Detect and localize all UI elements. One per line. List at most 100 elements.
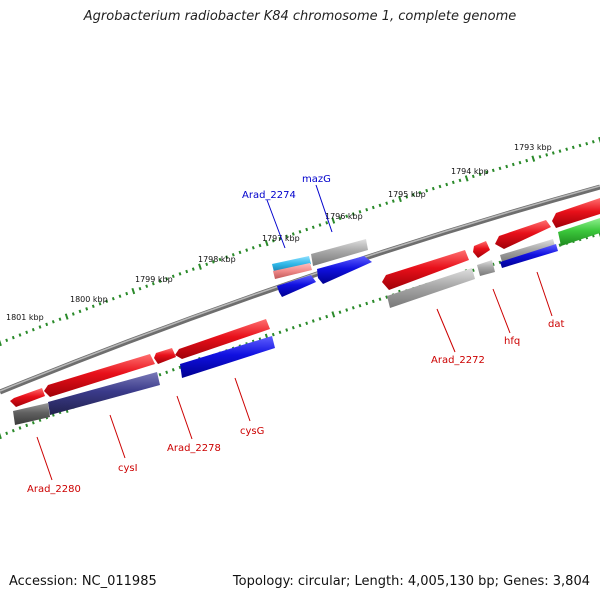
outer-tick-minor bbox=[305, 227, 309, 232]
outer-tick-minor bbox=[185, 269, 189, 274]
gene-arrow[interactable] bbox=[273, 263, 312, 279]
outer-tick-minor bbox=[78, 309, 82, 314]
gene-label-arad2272[interactable]: Arad_2272 bbox=[431, 355, 485, 366]
gene-label-mazG[interactable]: mazG bbox=[302, 174, 331, 185]
outer-tick-minor bbox=[218, 257, 222, 262]
outer-tick-scale bbox=[0, 136, 600, 347]
outer-tick-minor bbox=[91, 304, 95, 309]
inner-tick-minor bbox=[351, 306, 355, 310]
inner-tick-minor bbox=[291, 325, 295, 330]
inner-tick-minor bbox=[18, 426, 22, 430]
inner-tick-minor bbox=[298, 323, 302, 328]
outer-tick-minor bbox=[318, 223, 322, 227]
inner-tick-minor bbox=[345, 308, 349, 312]
outer-tick-minor bbox=[471, 174, 475, 179]
kbp-label-1793: 1793 kbp bbox=[514, 143, 552, 152]
outer-tick-minor bbox=[385, 201, 389, 205]
outer-tick-minor bbox=[478, 172, 482, 177]
gene-label-arad2280[interactable]: Arad_2280 bbox=[27, 484, 81, 495]
gene-arrow[interactable] bbox=[382, 250, 469, 290]
inner-tick-minor bbox=[325, 314, 329, 319]
outer-tick-minor bbox=[171, 274, 175, 279]
gene-arrow[interactable] bbox=[154, 348, 176, 364]
outer-tick-major bbox=[198, 263, 202, 270]
outer-tick-minor bbox=[105, 299, 109, 303]
outer-tick-minor bbox=[565, 147, 569, 151]
outer-tick-minor bbox=[378, 203, 382, 208]
gene-label-arad2274[interactable]: Arad_2274 bbox=[242, 190, 296, 201]
gene-arrow[interactable] bbox=[13, 403, 50, 425]
outer-tick-minor bbox=[551, 151, 555, 155]
inner-tick-major bbox=[331, 311, 336, 318]
gene-arrow[interactable] bbox=[500, 239, 555, 262]
gene-label-hfq[interactable]: hfq bbox=[504, 336, 520, 347]
gene-arrow[interactable] bbox=[495, 220, 551, 249]
leader-line-cysG bbox=[234, 377, 251, 422]
outer-tick-major bbox=[464, 175, 469, 182]
gene-arrow[interactable] bbox=[500, 244, 558, 268]
gene-arrow[interactable] bbox=[48, 372, 160, 415]
outer-tick-minor bbox=[238, 250, 242, 255]
outer-tick-minor bbox=[411, 193, 415, 197]
outer-tick-minor bbox=[18, 333, 22, 337]
outer-tick-minor bbox=[291, 232, 295, 236]
leader-line-cysI bbox=[109, 414, 126, 459]
gene-arrow[interactable] bbox=[44, 354, 155, 397]
outer-tick-minor bbox=[191, 267, 195, 271]
outer-tick-minor bbox=[451, 180, 455, 185]
leader-line-arad2278 bbox=[176, 395, 193, 440]
gene-arrow[interactable] bbox=[317, 256, 372, 284]
gene-arrow[interactable] bbox=[272, 256, 311, 272]
outer-tick-minor bbox=[365, 207, 369, 212]
outer-tick-minor bbox=[285, 234, 289, 239]
gene-label-dat[interactable]: dat bbox=[548, 319, 564, 330]
inner-tick-minor bbox=[278, 330, 282, 335]
gene-arrow[interactable] bbox=[477, 260, 495, 276]
kbp-label-1795: 1795 kbp bbox=[388, 190, 426, 199]
outer-tick-minor bbox=[485, 170, 489, 175]
gene-arrow[interactable] bbox=[473, 241, 490, 258]
outer-tick-minor bbox=[151, 281, 155, 286]
outer-tick-minor bbox=[431, 186, 435, 191]
gene-arrow[interactable] bbox=[552, 198, 600, 228]
outer-tick-minor bbox=[491, 168, 495, 173]
leader-line-hfq bbox=[492, 288, 511, 334]
outer-tick-minor bbox=[85, 307, 89, 311]
outer-tick-minor bbox=[145, 284, 149, 288]
gene-arrow[interactable] bbox=[387, 268, 475, 308]
kbp-label-1796: 1796 kbp bbox=[325, 212, 363, 221]
outer-tick-minor bbox=[98, 302, 102, 306]
inner-tick-minor bbox=[11, 428, 15, 433]
outer-tick-minor bbox=[138, 286, 142, 291]
inner-tick-minor bbox=[371, 299, 375, 304]
kbp-label-1801: 1801 kbp bbox=[6, 313, 44, 322]
outer-tick-minor bbox=[511, 162, 515, 167]
outer-tick-minor bbox=[38, 325, 42, 329]
outer-tick-minor bbox=[338, 216, 342, 221]
inner-tick-minor bbox=[285, 328, 289, 332]
gene-arrow[interactable] bbox=[558, 218, 600, 246]
outer-tick-minor bbox=[525, 158, 529, 163]
gene-arrow[interactable] bbox=[10, 388, 45, 407]
inner-tick-minor bbox=[358, 303, 362, 308]
gene-arrow[interactable] bbox=[277, 275, 316, 297]
outer-tick-minor bbox=[165, 277, 169, 281]
outer-tick-minor bbox=[371, 205, 375, 210]
gene-arrow[interactable] bbox=[311, 239, 368, 266]
outer-tick-major bbox=[264, 239, 269, 247]
gene-arrow[interactable] bbox=[175, 319, 270, 359]
leader-line-dat bbox=[536, 271, 553, 317]
outer-tick-minor bbox=[125, 291, 129, 296]
genome-title: Agrobacterium radiobacter K84 chromosome… bbox=[83, 9, 517, 24]
gene-label-arad2278[interactable]: Arad_2278 bbox=[167, 443, 221, 454]
accession-label: Accession: NC_011985 bbox=[9, 574, 157, 589]
outer-tick-minor bbox=[438, 184, 442, 189]
inner-tick-minor bbox=[158, 372, 162, 377]
gene-label-cysI[interactable]: cysI bbox=[118, 463, 138, 474]
outer-tick-minor bbox=[31, 327, 35, 332]
kbp-label-1797: 1797 kbp bbox=[262, 234, 300, 243]
outer-tick-major bbox=[398, 195, 402, 203]
gene-arrow[interactable] bbox=[180, 336, 275, 378]
gene-label-cysG[interactable]: cysG bbox=[240, 426, 264, 437]
outer-tick-minor bbox=[591, 140, 595, 144]
